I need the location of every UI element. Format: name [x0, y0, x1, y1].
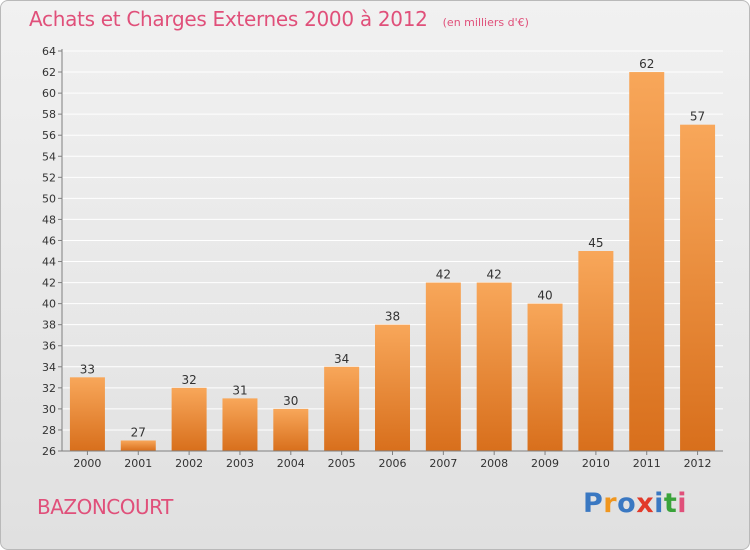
data-label: 31: [232, 383, 247, 397]
data-label: 40: [537, 289, 552, 303]
title-row: Achats et Charges Externes 2000 à 2012 (…: [29, 7, 529, 31]
y-tick-label: 58: [42, 108, 56, 121]
y-tick-label: 44: [42, 256, 56, 269]
x-tick-label: 2001: [124, 457, 152, 470]
bar: [273, 408, 309, 451]
data-label: 62: [639, 57, 654, 71]
data-label: 45: [588, 236, 603, 250]
data-label: 42: [436, 268, 451, 282]
y-tick-label: 34: [42, 361, 56, 374]
data-label: 33: [80, 362, 95, 376]
bar: [120, 440, 156, 451]
bar: [171, 387, 207, 451]
axes: [58, 49, 723, 455]
data-label: 32: [181, 373, 196, 387]
y-tick-label: 64: [42, 45, 56, 58]
logo-letter: P: [583, 488, 604, 519]
data-label: 38: [385, 310, 400, 324]
y-tick-label: 32: [42, 382, 56, 395]
y-tick-label: 54: [42, 150, 56, 163]
bar: [527, 303, 563, 451]
bar: [680, 124, 716, 452]
x-tick-label: 2007: [429, 457, 457, 470]
commune-name: BAZONCOURT: [37, 495, 173, 519]
bar: [629, 72, 665, 451]
chart-subtitle: (en milliers d'€): [442, 16, 529, 29]
logo-letter: t: [663, 488, 678, 519]
y-tick-label: 42: [42, 277, 56, 290]
data-label: 27: [131, 425, 146, 439]
logo-letter: o: [617, 488, 637, 519]
y-tick-label: 48: [42, 213, 56, 226]
x-tick-label: 2011: [633, 457, 661, 470]
data-label: 57: [690, 110, 705, 124]
x-tick-label: 2005: [328, 457, 356, 470]
logo-letter: i: [677, 488, 688, 519]
x-tick-label: 2004: [277, 457, 305, 470]
y-tick-label: 38: [42, 319, 56, 332]
x-tick-label: 2008: [480, 457, 508, 470]
data-label: 30: [283, 394, 298, 408]
logo-letter: r: [603, 488, 618, 519]
chart-title: Achats et Charges Externes 2000 à 2012: [29, 7, 428, 31]
data-label: 42: [487, 268, 502, 282]
bar: [375, 324, 410, 451]
logo-letter: i: [654, 488, 664, 519]
y-tick-label: 40: [42, 298, 56, 311]
proxiti-logo: Proxiti: [583, 488, 687, 519]
y-tick-label: 30: [42, 403, 56, 416]
y-tick-label: 50: [42, 192, 56, 205]
y-tick-label: 60: [42, 87, 56, 100]
data-label: 34: [334, 352, 349, 366]
x-tick-label: 2000: [73, 457, 101, 470]
labels: 26 28 30 32 34 36 38 40 42 44 46 48 50 52 54 56 58 60 62 64…: [42, 45, 712, 470]
logo-letter: x: [636, 488, 655, 519]
bar: [578, 251, 614, 451]
bar: [222, 398, 258, 451]
x-tick-label: 2003: [226, 457, 254, 470]
y-tick-label: 46: [42, 234, 56, 247]
x-tick-label: 2002: [175, 457, 203, 470]
y-tick-label: 26: [42, 445, 56, 458]
x-tick-label: 2012: [684, 457, 712, 470]
x-tick-label: 2010: [582, 457, 610, 470]
y-tick-label: 56: [42, 129, 56, 142]
bar: [324, 366, 360, 451]
y-tick-label: 62: [42, 66, 56, 79]
x-tick-label: 2009: [531, 457, 559, 470]
y-tick-label: 36: [42, 340, 56, 353]
y-tick-label: 28: [42, 424, 56, 437]
y-tick-label: 52: [42, 171, 56, 184]
bar: [425, 282, 461, 451]
bar: [476, 282, 512, 451]
x-tick-label: 2006: [379, 457, 407, 470]
bars: [69, 72, 716, 452]
bar: [69, 377, 105, 451]
